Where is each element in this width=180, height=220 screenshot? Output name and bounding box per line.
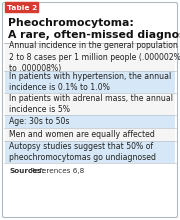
Bar [5,43,175,71]
Text: Autopsy studies suggest that 50% of
pheochromocytomas go undiagnosed: Autopsy studies suggest that 50% of pheo… [9,142,156,162]
Bar [5,13,175,43]
Text: Age: 30s to 50s: Age: 30s to 50s [9,117,69,126]
Text: References 6,8: References 6,8 [28,168,84,174]
FancyBboxPatch shape [5,2,39,13]
Bar [5,141,175,163]
Bar [5,93,175,115]
Bar [5,128,175,141]
Text: Men and women are equally affected: Men and women are equally affected [9,130,155,139]
Text: In patients with adrenal mass, the annual
incidence is 5%: In patients with adrenal mass, the annua… [9,94,173,114]
Bar [5,115,175,128]
Text: In patients with hypertension, the annual
incidence is 0.1% to 1.0%: In patients with hypertension, the annua… [9,72,171,92]
Bar [5,71,175,93]
Text: Pheochromocytoma:: Pheochromocytoma: [8,18,134,28]
Text: Sources:: Sources: [9,168,44,174]
Text: A rare, often-missed diagnosis: A rare, often-missed diagnosis [8,30,180,40]
Text: Table 2: Table 2 [7,4,37,11]
Text: Annual incidence in the general population is
2 to 8 cases per 1 million people : Annual incidence in the general populati… [9,41,180,73]
FancyBboxPatch shape [3,2,177,218]
Bar [5,163,175,179]
